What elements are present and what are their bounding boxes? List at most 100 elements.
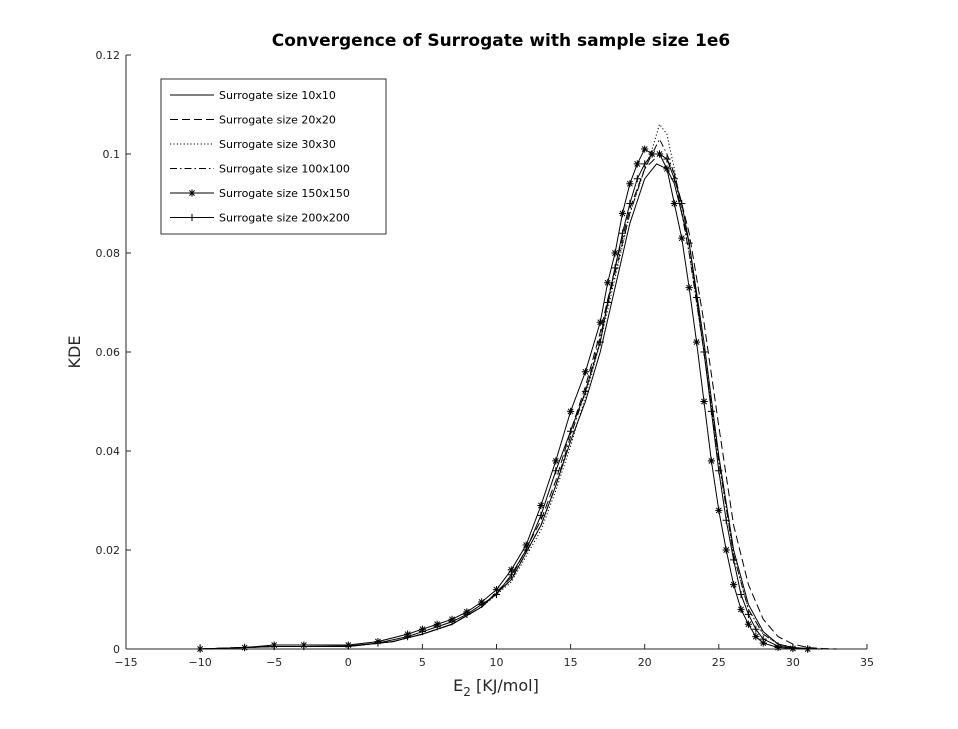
legend-label: Surrogate size 30x30 [219, 138, 336, 151]
data-point-plus [722, 516, 730, 524]
series-6 [196, 150, 812, 653]
data-point-plus [463, 610, 471, 618]
data-point-asterisk [663, 165, 671, 173]
data-point-asterisk [715, 506, 723, 514]
legend-label: Surrogate size 20x20 [219, 114, 336, 127]
data-point-plus [567, 427, 575, 435]
data-point-plus [759, 635, 767, 643]
data-point-asterisk [626, 180, 634, 188]
data-point-plus [188, 213, 196, 222]
data-point-asterisk [752, 633, 760, 641]
data-point-plus [433, 623, 441, 631]
data-point-plus [670, 175, 678, 183]
legend-box [160, 78, 387, 235]
x-tick-label: −15 [114, 656, 137, 669]
x-tick-label: 10 [490, 656, 504, 669]
data-point-plus [537, 511, 545, 519]
y-tick-label: 0.04 [96, 445, 121, 458]
legend: Surrogate size 10x10 Surrogate size 20x20… [160, 78, 387, 235]
legend-item: Surrogate size 10x10 [170, 89, 336, 102]
series-layer [196, 123, 838, 653]
data-point-plus [730, 556, 738, 564]
data-point-asterisk [641, 145, 649, 153]
data-point-asterisk [567, 407, 575, 415]
data-point-asterisk [596, 318, 604, 326]
data-point-asterisk [759, 639, 767, 647]
x-tick-label: 15 [564, 656, 578, 669]
data-point-plus [737, 590, 745, 599]
data-point-plus [344, 642, 352, 650]
data-point-asterisk [730, 581, 738, 589]
y-tick-label: 0.08 [96, 247, 121, 260]
series-line [200, 153, 838, 650]
x-axis-label-subscript: 2 [463, 685, 471, 699]
data-point-plus [492, 590, 501, 599]
data-point-asterisk [581, 368, 590, 376]
data-point-asterisk [522, 541, 530, 549]
data-point-asterisk [737, 605, 745, 613]
data-point-asterisk [618, 209, 627, 217]
data-point-asterisk [552, 457, 560, 465]
series-line [200, 138, 808, 650]
y-tick-label: 0.12 [96, 49, 121, 62]
legend-item: Surrogate size 150x150 [170, 187, 350, 200]
x-tick-label: 35 [860, 656, 874, 669]
data-point-plus [581, 388, 590, 396]
x-tick-label: 5 [419, 656, 426, 669]
data-point-asterisk [692, 338, 701, 346]
data-point-plus [552, 467, 560, 475]
x-tick-label: 25 [712, 656, 726, 669]
data-point-asterisk [678, 234, 686, 242]
x-tick-label: 20 [638, 656, 652, 669]
data-point-plus [611, 264, 619, 272]
y-tick-label: 0.1 [103, 148, 121, 161]
data-point-plus [374, 639, 382, 647]
data-point-asterisk [722, 546, 730, 554]
x-tick-label: 30 [786, 656, 800, 669]
data-point-plus [789, 644, 797, 652]
legend-item: Surrogate size 200x200 [170, 212, 350, 225]
data-point-plus [240, 643, 249, 652]
y-tick-label: 0.06 [96, 346, 121, 359]
data-point-plus [270, 642, 278, 651]
x-tick-label: −10 [188, 656, 211, 669]
x-axis-label-unit: [KJ/mol] [471, 676, 539, 695]
x-ticks: −15 −10 −5 0 5 10 15 20 25 30 35 [114, 644, 874, 669]
data-point-asterisk [492, 586, 501, 594]
series-4 [200, 138, 808, 650]
data-point-plus [478, 600, 486, 609]
data-point-asterisk [537, 501, 545, 510]
x-tick-label: 0 [345, 656, 352, 669]
data-point-asterisk [707, 457, 715, 465]
x-axis-label: E2 [KJ/mol] [453, 676, 539, 699]
data-point-plus [618, 229, 627, 237]
data-point-plus [403, 633, 412, 641]
data-point-plus [774, 642, 782, 650]
data-point-plus [507, 571, 515, 579]
data-point-asterisk [744, 620, 753, 628]
data-point-plus [448, 618, 456, 626]
legend-label: Surrogate size 100x100 [219, 163, 350, 176]
series-2 [200, 153, 838, 650]
data-point-asterisk [507, 566, 515, 574]
data-point-plus [744, 610, 753, 618]
data-point-plus [685, 239, 693, 247]
data-point-plus [804, 645, 812, 653]
data-point-plus [700, 348, 708, 356]
x-tick-label: −5 [266, 656, 282, 669]
chart-title: Convergence of Surrogate with sample siz… [272, 31, 731, 51]
data-point-plus [707, 407, 715, 415]
data-point-asterisk [604, 279, 612, 287]
y-axis-label: KDE [65, 336, 84, 369]
data-point-plus [633, 175, 641, 183]
data-point-plus [196, 645, 204, 653]
data-point-plus [655, 150, 664, 158]
legend-item: Surrogate size 100x100 [170, 163, 350, 176]
data-point-plus [715, 467, 723, 475]
data-point-plus [418, 628, 426, 636]
data-point-plus [604, 298, 612, 307]
data-point-plus [663, 155, 671, 163]
y-tick-label: 0.02 [96, 544, 121, 557]
data-point-plus [626, 199, 634, 208]
data-point-plus [522, 546, 530, 554]
